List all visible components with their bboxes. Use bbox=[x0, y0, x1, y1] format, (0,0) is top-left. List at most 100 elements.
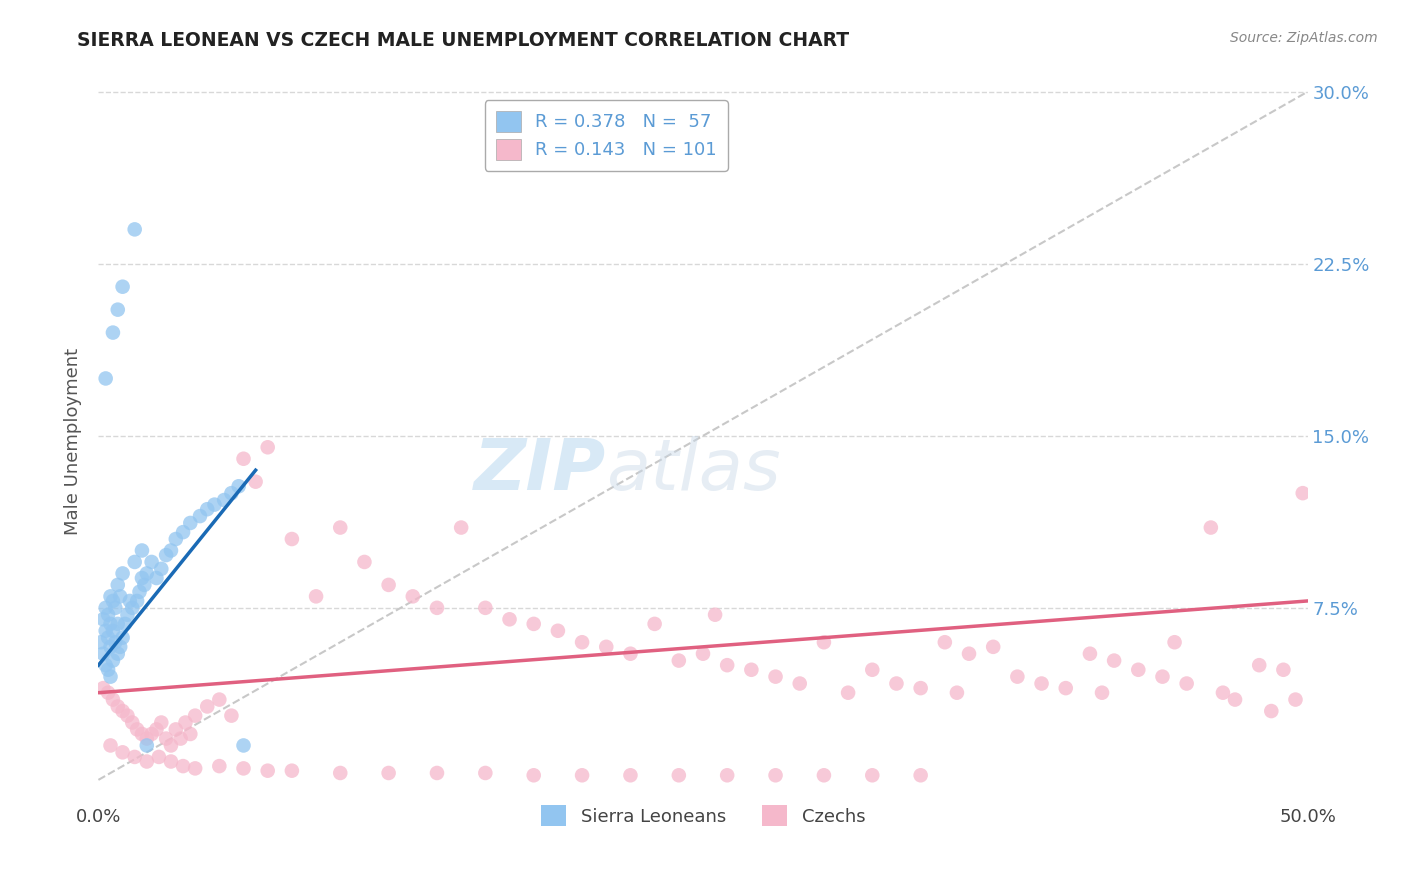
Point bbox=[172, 759, 194, 773]
Point bbox=[571, 635, 593, 649]
Point bbox=[1031, 676, 1053, 690]
Point bbox=[474, 600, 496, 615]
Point bbox=[94, 371, 117, 385]
Point bbox=[228, 479, 250, 493]
Point bbox=[474, 766, 496, 780]
Point bbox=[1078, 647, 1101, 661]
Point bbox=[765, 670, 787, 684]
Point bbox=[121, 715, 143, 730]
Point bbox=[179, 516, 201, 530]
Point bbox=[131, 543, 153, 558]
Point bbox=[107, 616, 129, 631]
Point bbox=[107, 578, 129, 592]
Point bbox=[179, 727, 201, 741]
Point bbox=[668, 768, 690, 782]
Point bbox=[94, 600, 117, 615]
Point bbox=[117, 708, 139, 723]
Point bbox=[101, 326, 124, 340]
Point bbox=[100, 616, 122, 631]
Point bbox=[101, 692, 124, 706]
Y-axis label: Male Unemployment: Male Unemployment bbox=[65, 348, 83, 535]
Point bbox=[256, 440, 278, 454]
Point bbox=[716, 768, 738, 782]
Point bbox=[131, 571, 153, 585]
Point bbox=[90, 635, 112, 649]
Point bbox=[765, 768, 787, 782]
Point bbox=[155, 548, 177, 562]
Point bbox=[571, 768, 593, 782]
Point bbox=[172, 525, 194, 540]
Point bbox=[232, 739, 254, 753]
Point bbox=[107, 699, 129, 714]
Point bbox=[124, 750, 146, 764]
Point bbox=[184, 761, 207, 775]
Point bbox=[111, 566, 134, 581]
Point bbox=[595, 640, 617, 654]
Point bbox=[426, 600, 449, 615]
Point bbox=[1163, 635, 1185, 649]
Point bbox=[165, 723, 187, 737]
Point bbox=[886, 676, 908, 690]
Point bbox=[221, 708, 243, 723]
Point bbox=[169, 731, 191, 746]
Point bbox=[195, 699, 218, 714]
Point bbox=[523, 616, 546, 631]
Point bbox=[107, 647, 129, 661]
Point bbox=[692, 647, 714, 661]
Point bbox=[619, 647, 641, 661]
Point bbox=[402, 590, 425, 604]
Point bbox=[127, 594, 149, 608]
Point bbox=[100, 670, 122, 684]
Point bbox=[111, 745, 134, 759]
Point bbox=[450, 520, 472, 534]
Point bbox=[195, 502, 218, 516]
Text: SIERRA LEONEAN VS CZECH MALE UNEMPLOYMENT CORRELATION CHART: SIERRA LEONEAN VS CZECH MALE UNEMPLOYMEN… bbox=[77, 31, 849, 50]
Point bbox=[97, 607, 120, 622]
Point bbox=[141, 555, 163, 569]
Point bbox=[934, 635, 956, 649]
Point bbox=[523, 768, 546, 782]
Point bbox=[668, 654, 690, 668]
Point bbox=[108, 640, 131, 654]
Point bbox=[124, 555, 146, 569]
Point bbox=[160, 739, 183, 753]
Point bbox=[329, 520, 352, 534]
Point bbox=[1054, 681, 1077, 695]
Point bbox=[117, 607, 139, 622]
Point bbox=[104, 635, 127, 649]
Point bbox=[135, 755, 157, 769]
Text: ZIP: ZIP bbox=[474, 436, 606, 505]
Point bbox=[716, 658, 738, 673]
Point bbox=[107, 302, 129, 317]
Point bbox=[498, 612, 520, 626]
Point bbox=[1007, 670, 1029, 684]
Point bbox=[1128, 663, 1150, 677]
Point bbox=[160, 755, 183, 769]
Point bbox=[837, 686, 859, 700]
Point bbox=[141, 727, 163, 741]
Point bbox=[281, 764, 304, 778]
Point bbox=[740, 663, 762, 677]
Point bbox=[1249, 658, 1271, 673]
Point bbox=[377, 766, 399, 780]
Point bbox=[118, 594, 141, 608]
Point bbox=[212, 493, 235, 508]
Point bbox=[221, 486, 243, 500]
Point bbox=[174, 715, 197, 730]
Point bbox=[813, 768, 835, 782]
Point bbox=[111, 279, 134, 293]
Point bbox=[910, 681, 932, 695]
Point bbox=[245, 475, 267, 489]
Point bbox=[1223, 692, 1246, 706]
Point bbox=[981, 640, 1004, 654]
Point bbox=[165, 532, 187, 546]
Point bbox=[135, 566, 157, 581]
Point bbox=[114, 616, 136, 631]
Point bbox=[619, 768, 641, 782]
Point bbox=[910, 768, 932, 782]
Point bbox=[91, 647, 114, 661]
Point bbox=[1284, 692, 1306, 706]
Point bbox=[97, 631, 120, 645]
Text: Source: ZipAtlas.com: Source: ZipAtlas.com bbox=[1230, 31, 1378, 45]
Point bbox=[377, 578, 399, 592]
